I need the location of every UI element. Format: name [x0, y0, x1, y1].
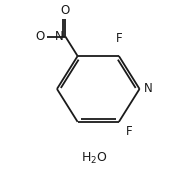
- Text: F: F: [116, 32, 122, 45]
- Text: H$_2$O: H$_2$O: [81, 150, 108, 166]
- Text: F: F: [125, 125, 132, 138]
- Text: O: O: [61, 4, 70, 17]
- Text: N: N: [54, 30, 63, 43]
- Text: O: O: [35, 30, 44, 43]
- Text: N: N: [144, 82, 153, 95]
